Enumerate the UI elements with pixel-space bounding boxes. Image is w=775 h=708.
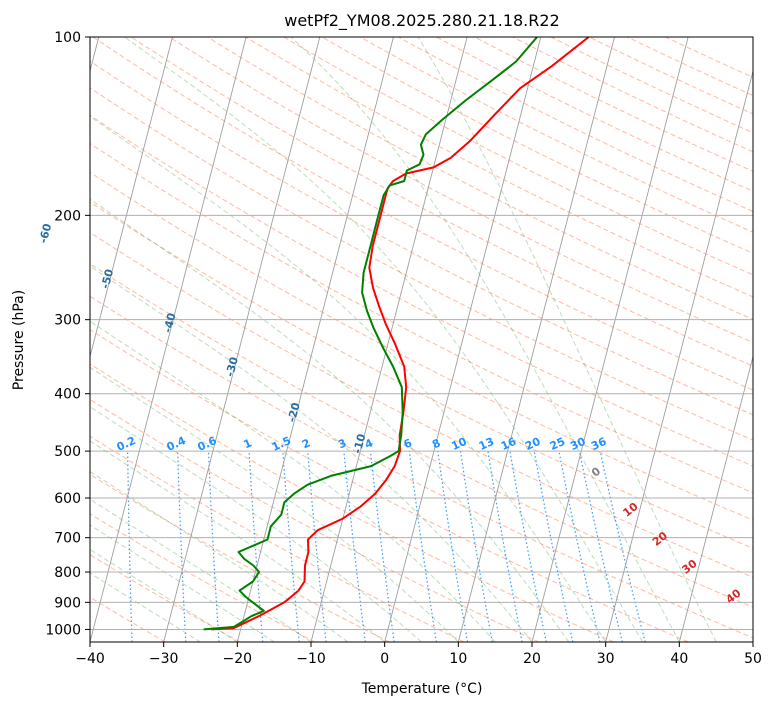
mixing-ratio-label: 10 [449,435,469,453]
y-tick-label: 300 [54,313,81,329]
moist-adiabat-line [90,320,496,642]
mixing-ratio-line [558,450,601,642]
isotherm-label: -40 [161,311,179,334]
dry-adiabat-line [90,114,753,467]
isotherm-line [605,69,753,642]
mixing-ratio-label: 36 [589,435,609,453]
dry-adiabat-line [90,295,753,639]
dry-adiabat-line [207,37,753,320]
y-axis-ticks: 100 200 300 400 500 600 700 800 900 1000 [45,30,90,638]
moist-adiabat-line [90,265,533,642]
mixing-ratio-label: 30 [568,435,588,453]
y-tick-label: 600 [54,491,81,507]
mixing-ratio-label: 20 [523,435,543,453]
dry-adiabat-line [92,37,753,391]
x-tick-label: 30 [597,651,615,667]
chart-title: wetPf2_YM08.2025.280.21.18.R22 [284,11,559,31]
mixing-ratio-line [343,451,366,642]
y-tick-label: 800 [54,565,81,581]
y-tick-label: 700 [54,531,81,547]
moist-adiabat-line [417,37,717,642]
dry-adiabat-line [169,37,753,344]
sounding-profiles [203,37,590,631]
moist-adiabat-line [90,366,459,642]
x-tick-label: −30 [149,651,179,667]
dry-adiabat-line [90,201,753,549]
isotherm-line [457,37,615,642]
moist-adiabat-line [90,406,422,642]
y-tick-label: 400 [54,387,81,403]
y-axis-label: Pressure (hPa) [11,290,27,390]
mixing-ratio-label: 16 [499,435,519,453]
x-tick-label: 0 [380,651,389,667]
dry-adiabat-line [90,87,753,441]
isotherm-line [90,37,173,359]
x-tick-label: −20 [223,651,253,667]
isotherm-label: -10 [351,432,369,455]
x-tick-label: −10 [296,651,326,667]
y-tick-label: 900 [54,595,81,611]
dry-adiabat-line [359,37,753,233]
x-axis-label: Temperature (°C) [361,681,483,697]
mixing-ratio-label: 25 [548,435,567,453]
dry-adiabat-line [90,142,753,494]
grid-lines [90,37,753,642]
isotherm-label: -30 [223,355,241,378]
mixing-ratio-label: 13 [477,435,496,453]
dry-adiabat-line [245,37,753,298]
isotherm-line [384,37,542,642]
mixing-ratio-line [307,451,327,642]
dry-adiabat-line [283,37,753,276]
isotherm-line [531,37,689,642]
x-tick-label: 40 [670,651,688,667]
mixing-ratio-line [533,450,574,642]
x-tick-label: 50 [744,651,762,667]
dry-adiabat-line [130,37,753,367]
dry-adiabat-line [436,37,753,192]
mixing-ratio-line [282,451,300,642]
mixing-ratio-line [509,451,547,642]
mixing-ratio-line [248,451,264,642]
x-tick-label: −40 [75,651,105,667]
isotherm-line [90,37,247,642]
isotherm-label: -60 [37,222,55,245]
dry-adiabat-line [90,263,753,608]
moist-adiabat-line [290,37,680,642]
mixing-ratio-line [578,450,623,642]
isotherm-line [678,354,753,642]
y-tick-label: 100 [54,30,81,46]
y-tick-label: 500 [54,444,81,460]
moist-adiabat-line [90,198,570,642]
temperature-profile [211,37,590,631]
dry-adiabat-line [90,513,315,642]
background-lines [90,37,753,642]
isotherm-line [310,37,468,642]
isotherm-line [163,37,321,642]
y-tick-label: 200 [54,208,81,224]
dry-adiabat-line [90,363,614,642]
dry-adiabat-line [398,37,753,213]
isotherm-label: -50 [99,267,117,290]
annotations: -100-90-80-70-60-50-40-30-20-100.20.40.6… [37,222,744,606]
moist-adiabat-line [124,37,643,642]
dry-adiabat-line [90,328,689,642]
x-axis-ticks: −40 −30 −20 −10 0 10 20 30 40 50 [75,642,762,667]
mixing-ratio-line [437,451,469,642]
mixing-ratio-line [408,451,437,642]
dry-adiabat-line [474,37,753,172]
moist-adiabat-line [90,115,607,642]
y-tick-label: 1000 [45,622,81,638]
x-tick-label: 10 [449,651,467,667]
dewpoint-profile [203,37,538,631]
plot-frame [89,36,754,643]
isotherm-label: -20 [285,401,303,424]
dry-adiabat-line [90,231,753,578]
x-tick-label: 20 [523,651,541,667]
